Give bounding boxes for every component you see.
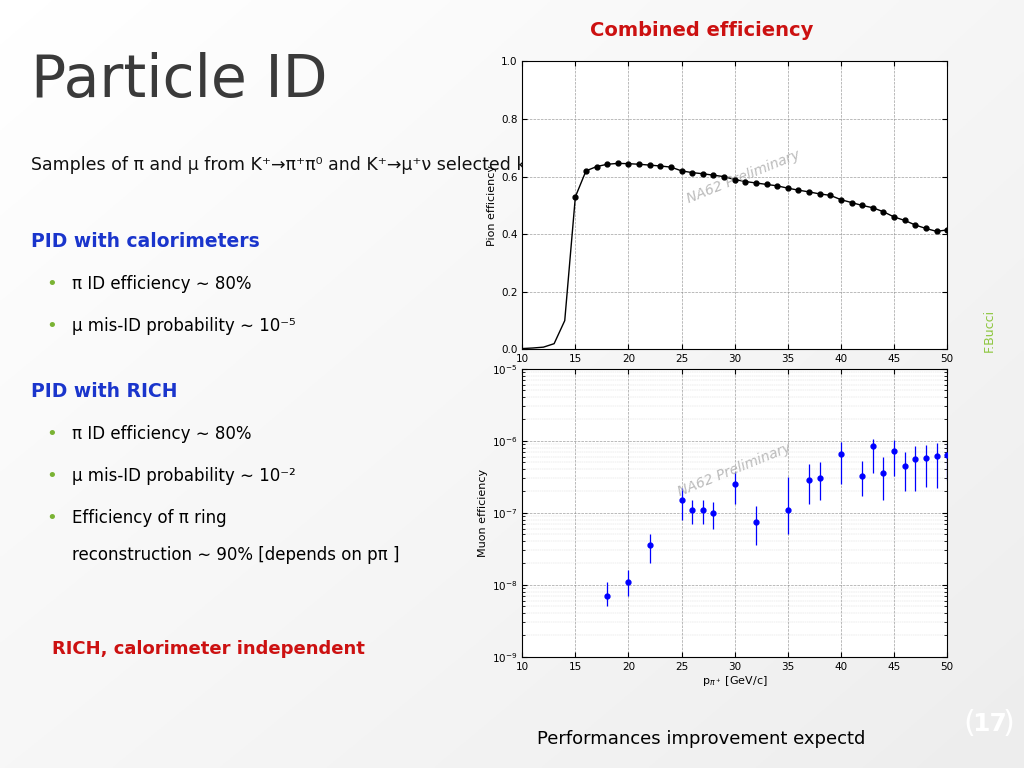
Text: ): ) [1002,710,1015,738]
Text: μ mis-ID probability ∼ 10⁻⁵: μ mis-ID probability ∼ 10⁻⁵ [72,317,295,336]
Text: F.Bucci: F.Bucci [983,309,995,352]
X-axis label: p$_{\pi^+}$ [GeV/c]: p$_{\pi^+}$ [GeV/c] [701,367,768,381]
Text: RICH, calorimeter independent: RICH, calorimeter independent [52,640,366,658]
Text: •: • [46,275,56,293]
Text: π ID efficiency ∼ 80%: π ID efficiency ∼ 80% [72,275,251,293]
Text: NA62 Preliminary: NA62 Preliminary [684,147,802,206]
Text: NA62 Preliminary: NA62 Preliminary [676,440,794,498]
Text: •: • [46,317,56,336]
X-axis label: p$_{\pi^+}$ [GeV/c]: p$_{\pi^+}$ [GeV/c] [701,674,768,688]
Text: π ID efficiency ∼ 80%: π ID efficiency ∼ 80% [72,425,251,443]
Text: PID with RICH: PID with RICH [31,382,177,401]
Y-axis label: Pion efficiency: Pion efficiency [486,165,497,246]
Text: Efficiency of π ring: Efficiency of π ring [72,509,226,528]
Text: PID with calorimeters: PID with calorimeters [31,233,259,251]
Text: •: • [46,509,56,528]
Text: •: • [46,467,56,485]
Text: μ mis-ID probability ∼ 10⁻²: μ mis-ID probability ∼ 10⁻² [72,467,295,485]
Text: 17: 17 [972,712,1007,736]
Text: Combined efficiency: Combined efficiency [590,22,813,40]
Text: Particle ID: Particle ID [31,52,327,109]
Text: •: • [46,425,56,443]
Text: (: ( [964,710,976,738]
Y-axis label: Muon efficiency: Muon efficiency [477,468,487,557]
Text: reconstruction ∼ 90% [depends on pπ ]: reconstruction ∼ 90% [depends on pπ ] [72,546,399,564]
Text: Samples of π and μ from K⁺→π⁺π⁰ and K⁺→μ⁺ν selected kinematically: Samples of π and μ from K⁺→π⁺π⁰ and K⁺→μ… [31,156,632,174]
Text: Performances improvement expectd: Performances improvement expectd [538,730,865,748]
